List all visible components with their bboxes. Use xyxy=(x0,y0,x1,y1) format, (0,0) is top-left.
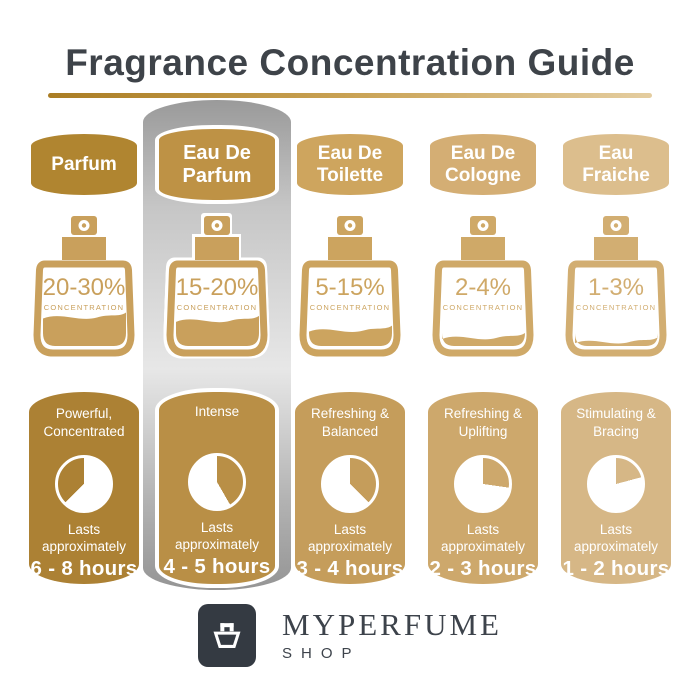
fragrance-type-label: Eau De Toilette xyxy=(316,142,384,186)
spray-bottle-icon: 5-15% CONCENTRATION xyxy=(295,215,405,357)
fragrance-column: Eau De Parfum 15-20% CONCENTRATION Inten… xyxy=(151,100,284,590)
fragrance-column: Eau De Cologne 2-4% CONCENTRATION Refres… xyxy=(417,100,550,590)
clock-icon xyxy=(587,455,645,513)
concentration-value: 1-3% xyxy=(587,274,645,301)
fragrance-type-badge: Parfum xyxy=(31,134,137,195)
concentration-value: 2-4% xyxy=(454,274,512,301)
character-description: Refreshing & Uplifting xyxy=(443,406,523,439)
perfume-bottle-icon xyxy=(213,622,241,648)
brand-logo-icon xyxy=(198,604,257,667)
character-description: Refreshing & Balanced xyxy=(310,406,390,439)
brand-text: MYPERFUME SHOP xyxy=(282,609,502,662)
spray-bottle-icon: 20-30% CONCENTRATION xyxy=(29,215,139,357)
brand-footer: MYPERFUME SHOP xyxy=(0,604,700,667)
spray-bottle-icon: 2-4% CONCENTRATION xyxy=(428,215,538,357)
spray-bottle-graphic xyxy=(432,216,534,357)
title-underline xyxy=(48,93,652,98)
duration-value: 4 - 5 hours xyxy=(163,554,271,578)
clock-icon xyxy=(454,455,512,513)
fragrance-type-label: Eau De Parfum xyxy=(182,141,252,187)
lasts-label: Lasts approximately xyxy=(307,522,393,554)
character-description: Powerful, Concentrated xyxy=(43,406,125,439)
concentration-label: CONCENTRATION xyxy=(575,303,657,312)
fragrance-column: Eau De Toilette 5-15% CONCENTRATION Refr… xyxy=(284,100,417,590)
spray-bottle-graphic xyxy=(299,216,401,357)
duration-card: Stimulating & Bracing Lasts approximatel… xyxy=(561,392,671,584)
duration-value: 1 - 2 hours xyxy=(562,556,670,580)
fragrance-type-badge: Eau De Parfum xyxy=(155,125,279,204)
fragrance-column: Parfum 20-30% CONCENTRATION Powerful, Co… xyxy=(18,100,151,590)
fragrance-column: Eau Fraiche 1-3% CONCENTRATION Stimulati… xyxy=(550,100,683,590)
lasts-label: Lasts approximately xyxy=(174,520,260,552)
duration-card: Powerful, Concentrated Lasts approximate… xyxy=(29,392,139,584)
duration-card: Refreshing & Balanced Lasts approximatel… xyxy=(295,392,405,584)
concentration-value: 20-30% xyxy=(42,274,126,301)
concentration-value: 5-15% xyxy=(315,274,385,301)
concentration-label: CONCENTRATION xyxy=(309,303,391,312)
lasts-label: Lasts approximately xyxy=(41,522,127,554)
columns-row: Parfum 20-30% CONCENTRATION Powerful, Co… xyxy=(0,100,700,590)
fragrance-type-badge: Eau Fraiche xyxy=(563,134,669,195)
brand-subtitle: SHOP xyxy=(282,645,361,662)
spray-bottle-graphic xyxy=(33,216,135,357)
spray-bottle-icon: 1-3% CONCENTRATION xyxy=(561,215,671,357)
fragrance-type-label: Parfum xyxy=(51,153,117,175)
spray-bottle-graphic xyxy=(565,216,667,357)
fragrance-type-badge: Eau De Toilette xyxy=(297,134,403,195)
duration-value: 2 - 3 hours xyxy=(429,556,537,580)
duration-card: Intense Lasts approximately 4 - 5 hours xyxy=(155,388,279,588)
character-description: Stimulating & Bracing xyxy=(576,406,656,439)
fragrance-type-badge: Eau De Cologne xyxy=(430,134,536,195)
duration-card: Refreshing & Uplifting Lasts approximate… xyxy=(428,392,538,584)
page-title: Fragrance Concentration Guide xyxy=(65,42,635,83)
character-description: Intense xyxy=(194,404,240,419)
lasts-label: Lasts approximately xyxy=(573,522,659,554)
fragrance-type-label: Eau De Cologne xyxy=(445,142,521,186)
fragrance-type-label: Eau Fraiche xyxy=(582,142,650,186)
brand-name: MYPERFUME xyxy=(282,607,502,642)
clock-icon xyxy=(55,455,113,513)
concentration-label: CONCENTRATION xyxy=(43,303,125,312)
lasts-label: Lasts approximately xyxy=(440,522,526,554)
clock-icon xyxy=(321,455,379,513)
concentration-label: CONCENTRATION xyxy=(176,303,258,312)
clock-icon xyxy=(188,453,246,511)
concentration-label: CONCENTRATION xyxy=(442,303,524,312)
duration-value: 3 - 4 hours xyxy=(296,556,404,580)
spray-bottle-icon: 15-20% CONCENTRATION xyxy=(162,215,272,357)
concentration-value: 15-20% xyxy=(175,274,259,301)
duration-value: 6 - 8 hours xyxy=(30,556,138,580)
spray-bottle-graphic xyxy=(166,216,268,357)
